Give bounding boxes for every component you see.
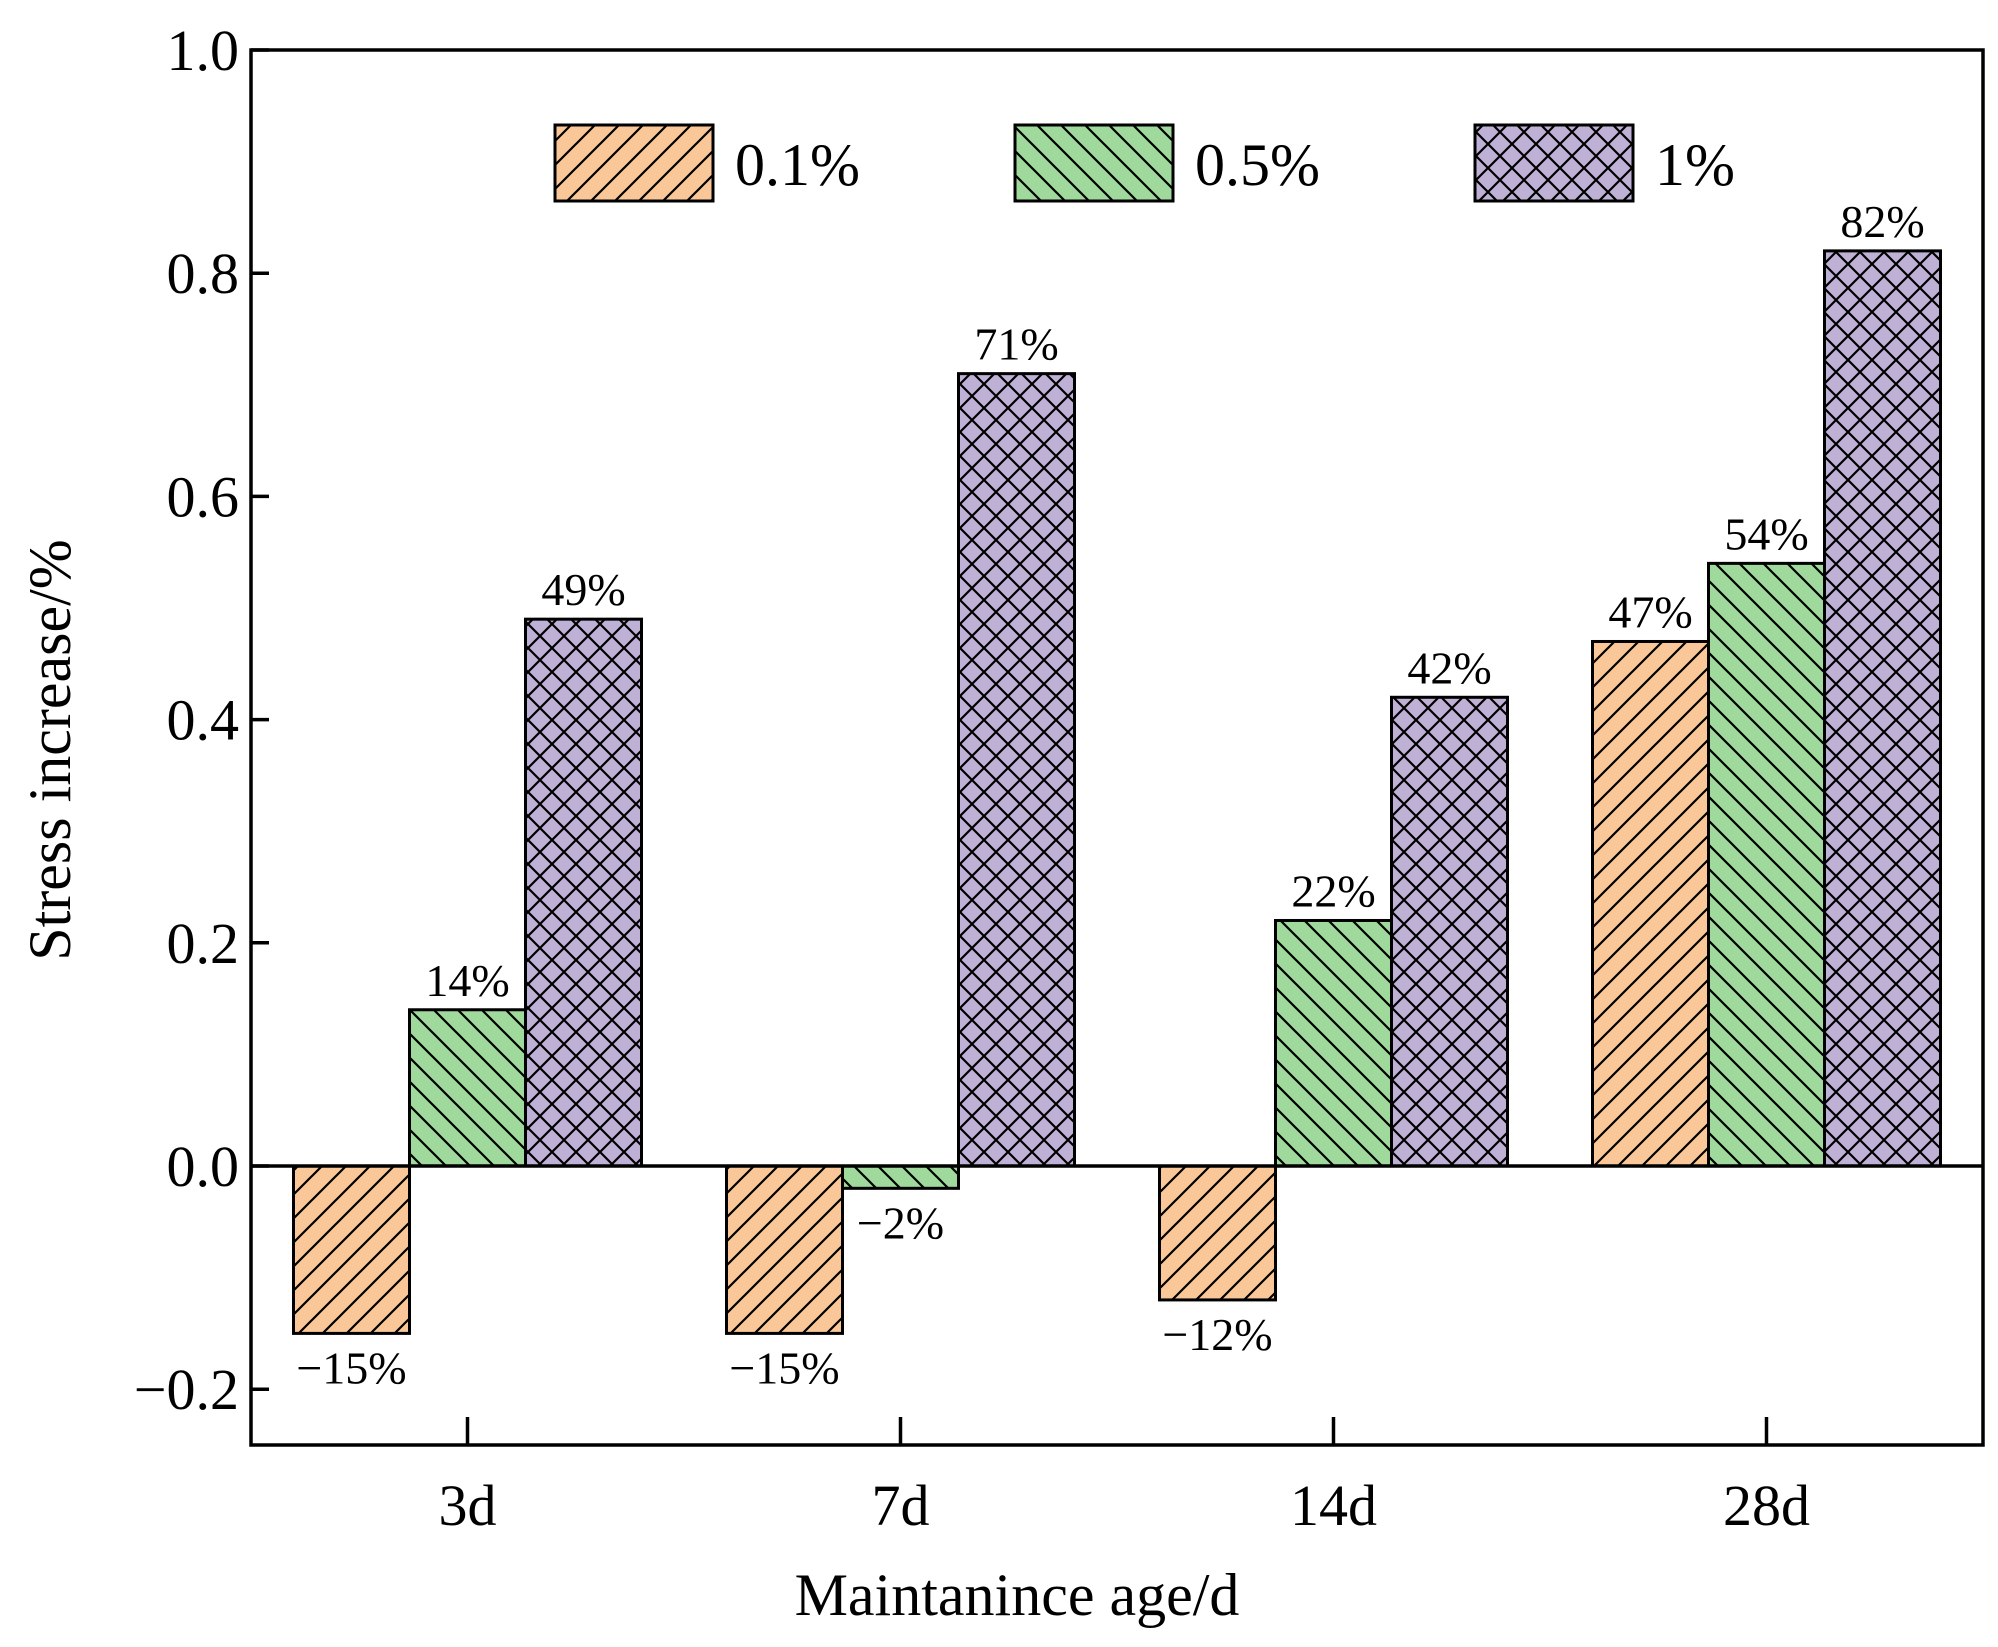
legend-swatch-hatch-0-1 (553, 123, 715, 203)
bar-hatch-28d-0-5 (1707, 561, 1826, 1168)
x-tick-label: 28d (1723, 1473, 1810, 1538)
data-label-3d-0-1: −15% (296, 1342, 406, 1393)
data-labels-layer: −15% 14% 49% −15% −2% 71% −12% 22% 42% 47% 54% 82% (296, 196, 1924, 1394)
bar-hatch-7d-0-1 (725, 1164, 844, 1335)
plot-frame (249, 48, 1985, 1447)
legend-swatch-hatch-1 (1473, 123, 1635, 203)
legend-label-0-5: 0.5% (1195, 132, 1320, 198)
legend-item-0-5: 0.5% (1013, 123, 1320, 203)
bar-hatch-28d-0-1 (1591, 639, 1710, 1168)
legend-label-0-1: 0.1% (735, 132, 860, 198)
y-tick-label: 0.6 (167, 464, 240, 529)
y-axis-title: Stress increase/% (17, 539, 83, 961)
x-tick-label: 3d (439, 1473, 497, 1538)
legend-swatch-hatch-0-5 (1013, 123, 1175, 203)
data-label-28d-0-5: 54% (1724, 508, 1808, 559)
bar-hatch-28d-1 (1823, 249, 1942, 1168)
bar-hatch-3d-1 (524, 617, 643, 1168)
bar-hatch-14d-1 (1390, 695, 1509, 1168)
y-tick-label: 0.2 (167, 911, 240, 976)
bar-hatch-14d-0-1 (1158, 1164, 1277, 1302)
y-tick-label: 0.8 (167, 241, 240, 306)
bar-hatch-3d-0-5 (408, 1008, 527, 1168)
y-tick-label: 0.4 (167, 688, 240, 753)
y-tick-label: −0.2 (134, 1357, 239, 1422)
ticks-layer: −0.2 0.0 0.2 0.4 0.6 0.8 1.0 3d 7d 14d 28d (134, 18, 1810, 1538)
data-label-14d-1: 42% (1407, 642, 1491, 693)
bar-hatch-14d-0-5 (1274, 918, 1393, 1168)
x-tick-label: 7d (872, 1473, 930, 1538)
data-label-14d-0-5: 22% (1291, 865, 1375, 916)
data-label-7d-0-5: −2% (857, 1197, 944, 1248)
y-tick-label: 0.0 (167, 1134, 240, 1199)
legend-label-1: 1% (1655, 132, 1735, 198)
plot-frame-layer (249, 48, 1985, 1447)
data-label-3d-0-5: 14% (425, 955, 509, 1006)
bar-hatch-7d-0-5 (841, 1164, 960, 1190)
data-label-28d-0-1: 47% (1608, 586, 1692, 637)
data-label-28d-1: 82% (1840, 196, 1924, 247)
data-label-3d-1: 49% (541, 564, 625, 615)
legend-item-0-1: 0.1% (553, 123, 860, 203)
x-tick-label: 14d (1290, 1473, 1377, 1538)
y-tick-label: 1.0 (167, 18, 240, 83)
legend-item-1: 1% (1473, 123, 1735, 203)
bars-layer (292, 249, 1942, 1335)
bar-hatch-3d-0-1 (292, 1164, 411, 1335)
data-label-14d-0-1: −12% (1162, 1309, 1272, 1360)
legend: 0.1% 0.5% 1% (553, 123, 1735, 203)
data-label-7d-1: 71% (974, 319, 1058, 370)
bar-hatch-7d-1 (957, 372, 1076, 1168)
data-label-7d-0-1: −15% (729, 1342, 839, 1393)
x-axis-title: Maintanince age/d (795, 1562, 1240, 1628)
